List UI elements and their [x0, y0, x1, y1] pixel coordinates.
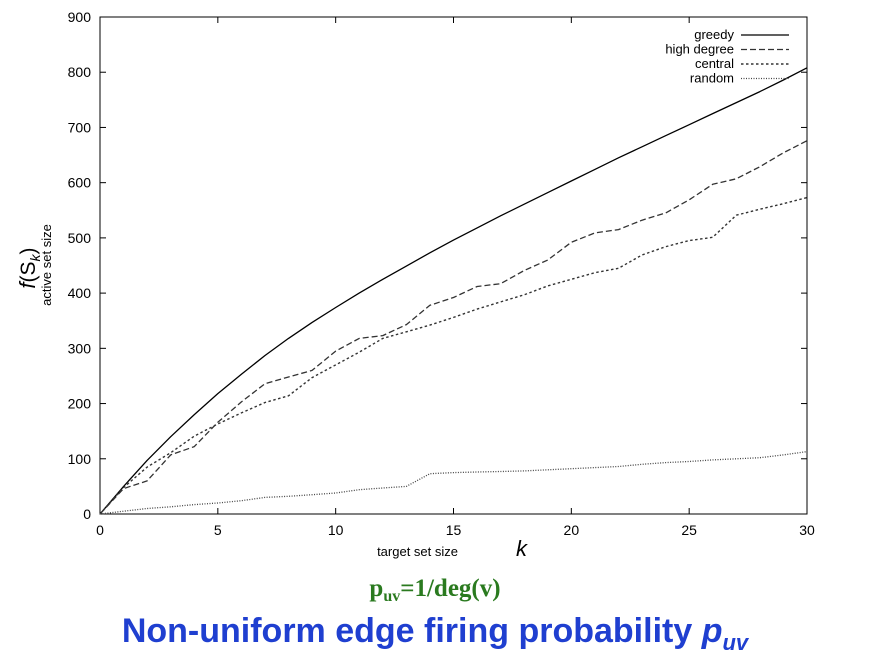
- y-tick-label: 0: [83, 506, 91, 522]
- y-tick-label: 700: [68, 119, 92, 135]
- y-axis-func: f: [15, 280, 40, 289]
- edge-probability-formula: puv=1/deg(v): [369, 575, 501, 605]
- y-tick-label: 200: [68, 396, 92, 412]
- series-line-central: [99, 196, 808, 515]
- x-axis-variable: k: [516, 536, 528, 561]
- x-axis-label: target set size: [377, 544, 458, 559]
- y-tick-label: 400: [68, 285, 92, 301]
- x-tick-label: 30: [799, 522, 815, 538]
- series-line-high-degree: [99, 140, 808, 515]
- y-axis-label-big: f(Sk): [15, 247, 43, 288]
- plot-frame: [99, 16, 808, 515]
- legend-label-central: central: [695, 56, 734, 71]
- series-line-greedy: [99, 67, 808, 515]
- x-tick-label: 20: [564, 522, 580, 538]
- y-tick-label: 900: [68, 9, 92, 25]
- y-axis-label-small: active set size: [39, 224, 54, 306]
- legend-label-greedy: greedy: [694, 27, 734, 42]
- series-layer: [99, 67, 808, 515]
- y-tick-label: 800: [68, 64, 92, 80]
- x-tick-label: 10: [328, 522, 344, 538]
- y-axis-title: active set size f(Sk): [15, 224, 54, 306]
- slide-title: Non-uniform edge firing probability puv: [121, 612, 749, 655]
- legend-label-random: random: [690, 71, 734, 86]
- y-tick-label: 100: [68, 451, 92, 467]
- x-tick-label: 5: [214, 522, 222, 538]
- x-tick-label: 25: [681, 522, 697, 538]
- y-axis-arg: S: [17, 261, 40, 275]
- series-line-random: [99, 450, 808, 515]
- y-tick-label: 500: [68, 230, 92, 246]
- x-tick-label: 15: [446, 522, 462, 538]
- y-axis-sub: k: [27, 253, 43, 261]
- y-tick-label: 300: [68, 340, 92, 356]
- x-tick-label: 0: [96, 522, 104, 538]
- line-chart: 0 5 10 15 20 25 300100200300400500600700800900…: [15, 9, 815, 561]
- legend-label-high-degree: high degree: [665, 42, 734, 57]
- plot-area: [99, 16, 808, 515]
- y-tick-label: 600: [68, 175, 92, 191]
- x-axis-title: target set size k: [377, 536, 528, 561]
